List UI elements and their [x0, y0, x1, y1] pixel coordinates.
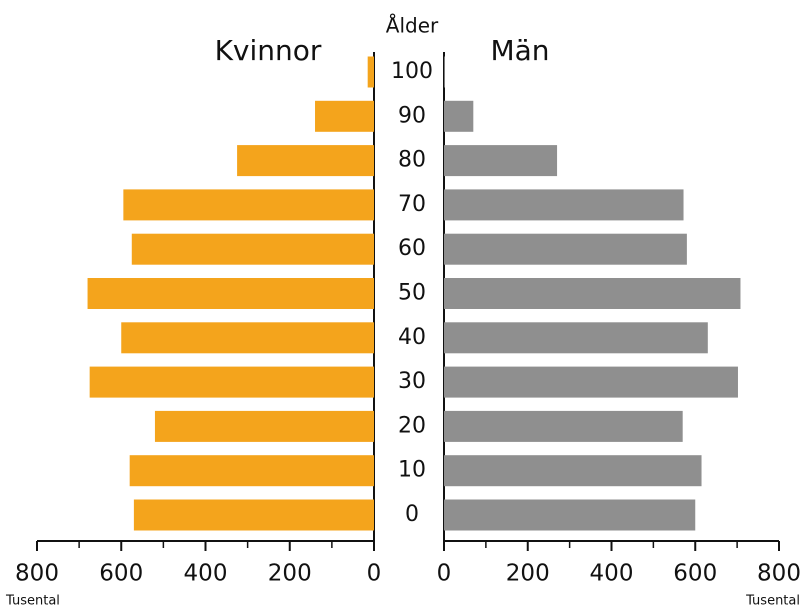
age-label: 80: [398, 148, 426, 173]
bar-left: [133, 499, 374, 531]
bar-left: [87, 278, 375, 309]
age-label: 100: [391, 59, 433, 84]
bar-left: [129, 455, 374, 487]
x-tick-label: 600: [673, 561, 717, 587]
x-axis-label-left: Tusental: [5, 594, 60, 609]
bar-left: [315, 100, 374, 132]
age-label: 60: [398, 236, 426, 261]
x-tick-label: 200: [268, 561, 312, 587]
legend-right: Män: [490, 34, 549, 67]
bar-right: [444, 455, 702, 487]
bar-right: [444, 366, 738, 398]
bar-left: [131, 233, 374, 265]
age-label: 40: [398, 325, 426, 350]
bar-right: [444, 233, 687, 265]
age-label: 20: [398, 413, 426, 438]
x-tick-label: 800: [757, 561, 801, 587]
bar-left: [123, 189, 374, 221]
age-label: 50: [398, 281, 426, 306]
y-axis-label: Ålder: [386, 14, 439, 38]
bar-right: [444, 322, 708, 354]
bar-right: [444, 278, 741, 309]
age-label: 70: [398, 192, 426, 217]
x-tick-label: 0: [367, 561, 382, 587]
bar-left: [367, 56, 374, 88]
bar-right: [444, 499, 696, 531]
legend-left: Kvinnor: [215, 34, 322, 67]
age-label: 30: [398, 369, 426, 394]
x-tick-label: 600: [99, 561, 143, 587]
bar-left: [237, 145, 374, 177]
bar-right: [444, 145, 558, 177]
x-axis-label-right: Tusental: [745, 594, 800, 609]
bar-left: [89, 366, 374, 398]
x-tick-label: 400: [184, 561, 228, 587]
bar-right: [444, 56, 445, 88]
bar-right: [444, 100, 474, 132]
age-label: 90: [398, 103, 426, 128]
bar-left: [121, 322, 374, 354]
bar-left: [154, 410, 374, 442]
x-tick-label: 200: [506, 561, 550, 587]
bar-right: [444, 410, 683, 442]
age-label: 10: [398, 458, 426, 483]
x-tick-label: 400: [590, 561, 634, 587]
x-tick-label: 0: [437, 561, 452, 587]
x-tick-label: 800: [15, 561, 59, 587]
bar-right: [444, 189, 684, 221]
age-label: 0: [405, 502, 419, 527]
